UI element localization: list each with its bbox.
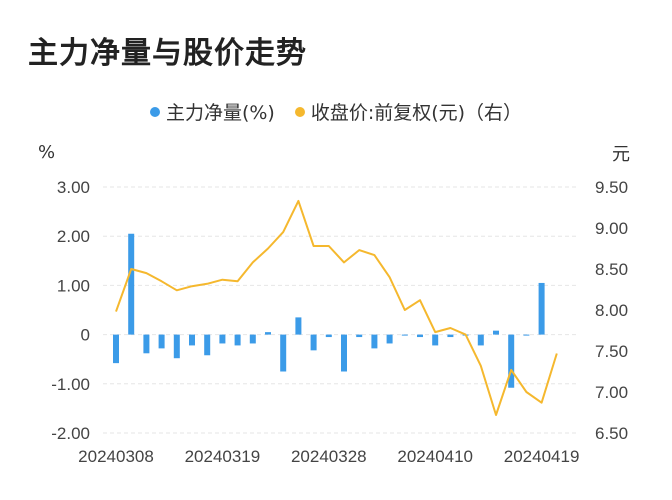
right-tick-label: 7.50	[595, 342, 628, 361]
net-flow-bar	[523, 334, 530, 336]
right-tick-label: 9.50	[595, 178, 628, 197]
net-flow-bars	[113, 233, 545, 388]
grid-lines	[103, 186, 578, 434]
left-tick-label: -2.00	[51, 424, 90, 443]
net-flow-bar	[386, 334, 393, 344]
legend-label-close-price: 收盘价:前复权(元)（右）	[310, 102, 523, 124]
chart-legend: 主力净量(%) 收盘价:前复权(元)（右）	[0, 98, 672, 125]
net-flow-bar	[432, 334, 439, 346]
right-axis-ticks: 9.50 9.00 8.50 8.00 7.50 7.00 6.50	[595, 178, 628, 443]
net-flow-bar	[204, 334, 211, 356]
right-tick-label: 7.00	[595, 383, 628, 402]
chart-title: 主力净量与股价走势	[28, 36, 307, 71]
net-flow-bar	[371, 334, 378, 349]
net-flow-bar	[234, 334, 241, 346]
net-flow-bar	[447, 334, 454, 338]
right-tick-label: 8.00	[595, 301, 628, 320]
left-axis-ticks: 3.00 2.00 1.00 0 -1.00 -2.00	[51, 178, 90, 443]
x-tick-label: 20240410	[397, 447, 473, 466]
left-tick-label: -1.00	[51, 375, 90, 394]
net-flow-bar	[538, 282, 545, 335]
net-flow-bar	[341, 334, 347, 372]
left-tick-label: 2.00	[57, 227, 90, 246]
net-flow-bar	[280, 334, 287, 372]
right-tick-label: 6.50	[595, 424, 628, 443]
x-tick-label: 20240419	[504, 447, 580, 466]
net-flow-bar	[173, 334, 180, 359]
net-flow-bar	[265, 332, 271, 335]
net-flow-bar	[249, 334, 256, 344]
x-tick-label: 20240319	[185, 447, 261, 466]
left-axis-unit: %	[38, 142, 55, 163]
net-flow-bar	[143, 334, 150, 354]
net-flow-bar	[189, 334, 195, 346]
left-tick-label: 0	[81, 326, 90, 345]
right-tick-label: 8.50	[595, 260, 628, 279]
right-tick-label: 9.00	[595, 219, 628, 238]
legend-label-net-flow: 主力净量(%)	[165, 102, 275, 124]
net-flow-bar	[508, 334, 515, 388]
x-axis-ticks: 20240308 20240319 20240328 20240410 20240419	[78, 447, 579, 466]
legend-dot-net-flow	[149, 106, 160, 117]
net-flow-bar	[356, 334, 363, 338]
legend-item-net-flow[interactable]: 主力净量(%)	[149, 98, 275, 125]
net-flow-bar	[477, 334, 484, 346]
net-flow-bar	[128, 233, 135, 335]
net-flow-bar	[310, 334, 317, 351]
net-flow-bar	[417, 334, 423, 338]
net-flow-bar	[493, 330, 499, 335]
close-price-line	[115, 199, 558, 416]
net-flow-bar	[295, 317, 302, 335]
net-flow-bar	[113, 334, 119, 364]
x-tick-label: 20240308	[78, 447, 154, 466]
left-tick-label: 3.00	[57, 178, 90, 197]
net-flow-bar	[325, 334, 332, 338]
x-tick-label: 20240328	[291, 447, 367, 466]
net-flow-bar	[219, 334, 226, 344]
right-axis-unit: 元	[612, 144, 630, 165]
legend-item-close-price[interactable]: 收盘价:前复权(元)（右）	[294, 98, 523, 125]
net-flow-bar	[401, 334, 408, 336]
close-price-line-group	[115, 199, 558, 416]
legend-dot-close-price	[294, 106, 305, 117]
left-tick-label: 1.00	[57, 276, 90, 295]
net-flow-bar	[158, 334, 165, 349]
